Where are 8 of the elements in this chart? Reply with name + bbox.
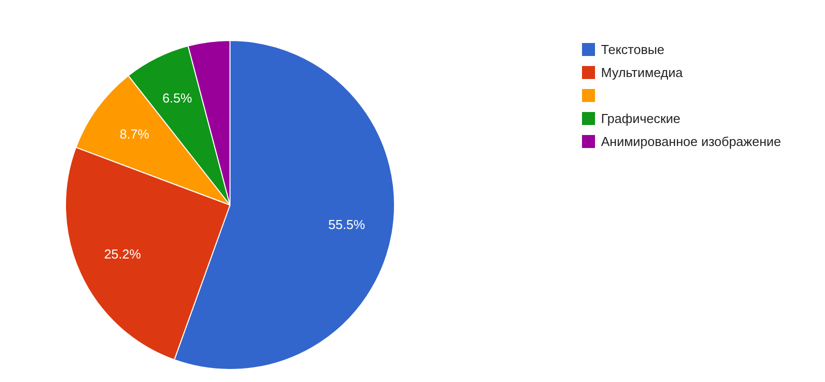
data-label: 55.5%	[328, 216, 366, 232]
legend-label: Текстовые	[601, 42, 664, 57]
legend-label: Мультимедиа	[601, 65, 683, 80]
data-label: 25.2%	[104, 246, 142, 262]
legend-label: Графические	[601, 111, 680, 126]
data-label: 6.5%	[162, 90, 192, 106]
legend-label: Анимированное изображение	[601, 134, 782, 149]
data-label: 8.7%	[120, 126, 150, 142]
